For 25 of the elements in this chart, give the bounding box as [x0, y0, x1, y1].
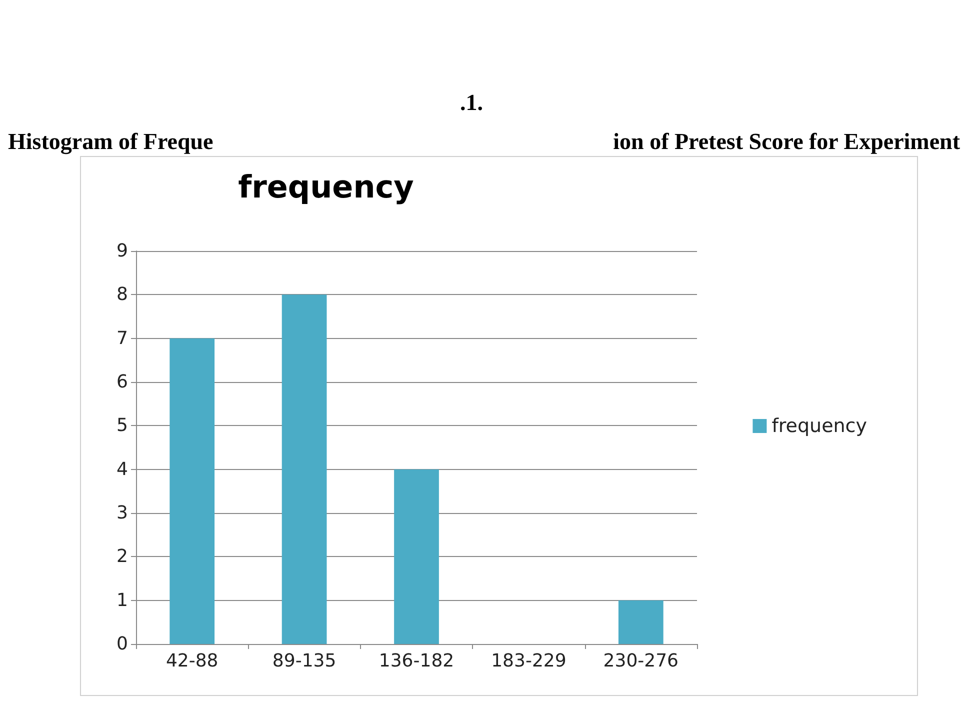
- y-tick-label: 8: [116, 284, 128, 306]
- x-tick-label: 89-135: [272, 650, 336, 672]
- bar: [282, 294, 327, 644]
- y-tick-label: 6: [116, 372, 128, 392]
- y-tick-label: 3: [116, 502, 128, 524]
- legend-label: frequency: [772, 415, 867, 437]
- x-tick-label: 136-182: [378, 650, 454, 672]
- text: .1.: [460, 90, 483, 116]
- bar: [618, 600, 664, 644]
- chart-frame: 0 1 2 3 4 5 6 7 8 9 42-88 89-135 136-182 183-229 230-276 frequency frequency: [80, 156, 918, 696]
- bar: [394, 469, 439, 644]
- chart-title: frequency: [238, 170, 414, 206]
- y-tick-label: 1: [116, 590, 128, 611]
- x-tick-label: 183-229: [491, 650, 566, 672]
- y-tick-label: 5: [116, 415, 128, 436]
- x-tick-label: 42-88: [166, 650, 218, 672]
- bar: [170, 338, 215, 644]
- y-tick-label: 4: [116, 458, 128, 480]
- y-tick-label: 2: [116, 546, 128, 568]
- y-tick-label: 7: [116, 328, 128, 349]
- text: ion of Pretest Score for Experiment: [613, 129, 960, 155]
- y-tick-label: 9: [116, 240, 128, 262]
- y-tick-label: 0: [116, 634, 128, 654]
- x-tick-label: 230-276: [603, 650, 679, 672]
- text: Histogram of Freque: [8, 129, 214, 155]
